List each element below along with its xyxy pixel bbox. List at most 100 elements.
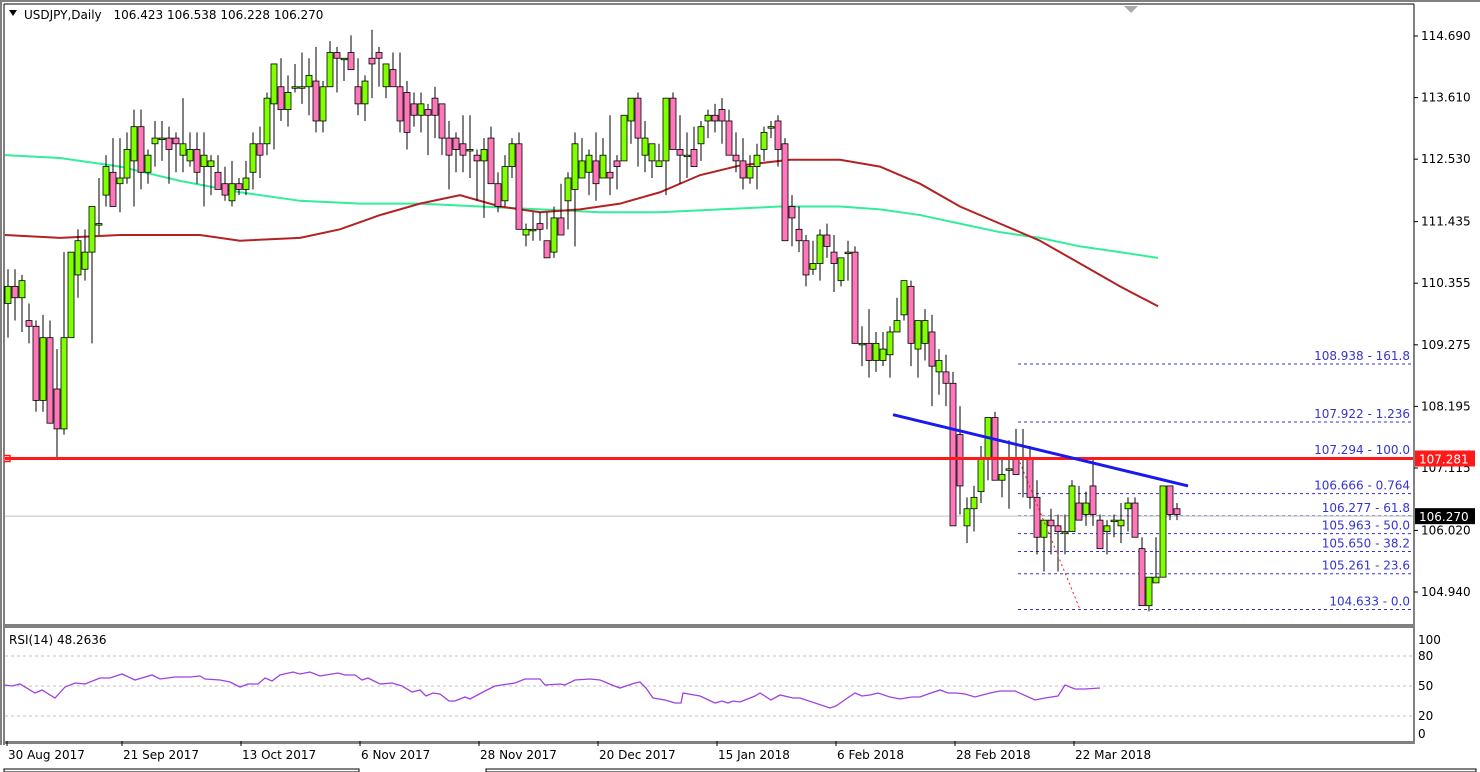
bearish-candle-body: [788, 206, 796, 219]
bottom-scroll-area[interactable]: [485, 768, 1477, 772]
candle: [809, 240, 817, 275]
candle: [592, 132, 600, 201]
resistance-trendline[interactable]: [892, 413, 1189, 488]
bullish-candle-body: [305, 74, 313, 88]
candle: [599, 138, 607, 179]
bearish-candle-body: [515, 143, 523, 230]
candle: [970, 485, 978, 532]
bearish-candle-body: [928, 331, 936, 367]
support-line-handle[interactable]: [3, 454, 11, 463]
bullish-candle-body: [417, 103, 425, 116]
rsi-indicator-pane: 100 80 50 20 0: [4, 633, 1441, 741]
bullish-candle-body: [200, 154, 208, 167]
bullish-candle-body: [1152, 576, 1160, 584]
time-tick-label: 30 Aug 2017: [8, 748, 85, 762]
candle: [333, 46, 341, 93]
candle: [949, 371, 957, 527]
candle: [494, 172, 502, 213]
bearish-candle-body: [403, 92, 411, 133]
bullish-candle-body: [585, 154, 593, 173]
candle: [424, 103, 432, 156]
bullish-candle-body: [116, 177, 124, 185]
bullish-candle-body: [767, 126, 775, 129]
bullish-candle-body: [921, 320, 929, 344]
candle: [116, 138, 124, 213]
candle: [851, 246, 859, 344]
bearish-candle-body: [690, 149, 698, 167]
candle: [312, 46, 320, 133]
bearish-candle-body: [606, 171, 614, 179]
candle: [354, 58, 362, 116]
fib-level-label: 107.922 - 1.236: [1314, 407, 1410, 421]
candle: [60, 252, 68, 435]
bearish-candle-body: [494, 183, 502, 207]
bearish-candle-body: [634, 97, 642, 139]
candle: [1082, 491, 1090, 526]
candle: [144, 149, 152, 184]
candle: [1110, 514, 1118, 538]
time-tick-label: 15 Jan 2018: [718, 748, 790, 762]
candle: [452, 132, 460, 173]
candle: [648, 143, 656, 178]
bearish-candle-body: [774, 120, 782, 150]
candle: [879, 331, 887, 367]
candle: [207, 155, 215, 196]
candle: [816, 229, 824, 281]
bearish-candle-body: [949, 382, 957, 527]
candle: [508, 138, 516, 178]
chart-shift-marker[interactable]: [1124, 6, 1138, 13]
bearish-candle-body: [109, 171, 117, 207]
price-tick-label: 109.275: [1421, 338, 1471, 352]
bullish-candle-body: [291, 86, 299, 89]
price-tick-label: 114.690: [1421, 29, 1471, 43]
bearish-candle-body: [410, 103, 418, 116]
rsi-line: [4, 671, 1101, 709]
candle: [172, 132, 180, 173]
candle: [739, 138, 747, 190]
bullish-candle-body: [60, 337, 68, 430]
bullish-candle-body: [144, 154, 152, 173]
fib-level-label: 106.277 - 61.8: [1322, 501, 1410, 515]
time-tick-label: 22 Mar 2018: [1075, 748, 1151, 762]
bearish-candle-body: [375, 52, 383, 59]
candle: [788, 195, 796, 247]
bullish-candle-body: [242, 177, 250, 190]
candle: [550, 206, 558, 258]
bearish-candle-body: [739, 160, 747, 179]
bearish-candle-body: [676, 149, 684, 156]
bearish-candle-body: [1075, 502, 1083, 521]
candle: [823, 223, 831, 258]
candle: [655, 143, 663, 167]
bullish-candle-body: [627, 97, 635, 122]
candle: [214, 155, 222, 190]
bullish-candle-body: [1124, 502, 1132, 510]
candle: [529, 212, 537, 241]
fib-retracement-anchor-line[interactable]: [1017, 457, 1081, 610]
bearish-candle-body: [1033, 496, 1041, 538]
price-chart: 108.938 - 161.8 107.922 - 1.236 107.294 - …: [3, 29, 1413, 612]
candle: [837, 257, 845, 287]
bullish-candle-body: [914, 320, 922, 350]
time-tick-label: 13 Oct 2017: [242, 748, 316, 762]
bottom-tab-area[interactable]: [3, 768, 360, 772]
candle: [522, 223, 530, 247]
candle: [1005, 440, 1013, 509]
fib-level-label: 105.963 - 50.0: [1322, 519, 1410, 533]
bearish-candle-body: [956, 434, 964, 487]
candle: [53, 349, 61, 458]
bearish-candle-body: [354, 86, 362, 105]
bullish-candle-body: [1103, 525, 1111, 532]
candle: [690, 126, 698, 167]
fib-level-label: 106.666 - 0.764: [1314, 479, 1410, 493]
bullish-candle-body: [1082, 502, 1090, 515]
price-tick-label: 113.610: [1421, 91, 1471, 105]
bullish-candle-body: [18, 280, 26, 299]
candle: [25, 303, 33, 344]
candle: [1145, 576, 1153, 612]
candle: [844, 240, 852, 281]
symbol-dropdown-icon[interactable]: [9, 10, 17, 16]
bullish-candle-body: [102, 166, 110, 196]
bearish-candle-body: [11, 285, 19, 299]
bearish-candle-body: [165, 137, 173, 150]
